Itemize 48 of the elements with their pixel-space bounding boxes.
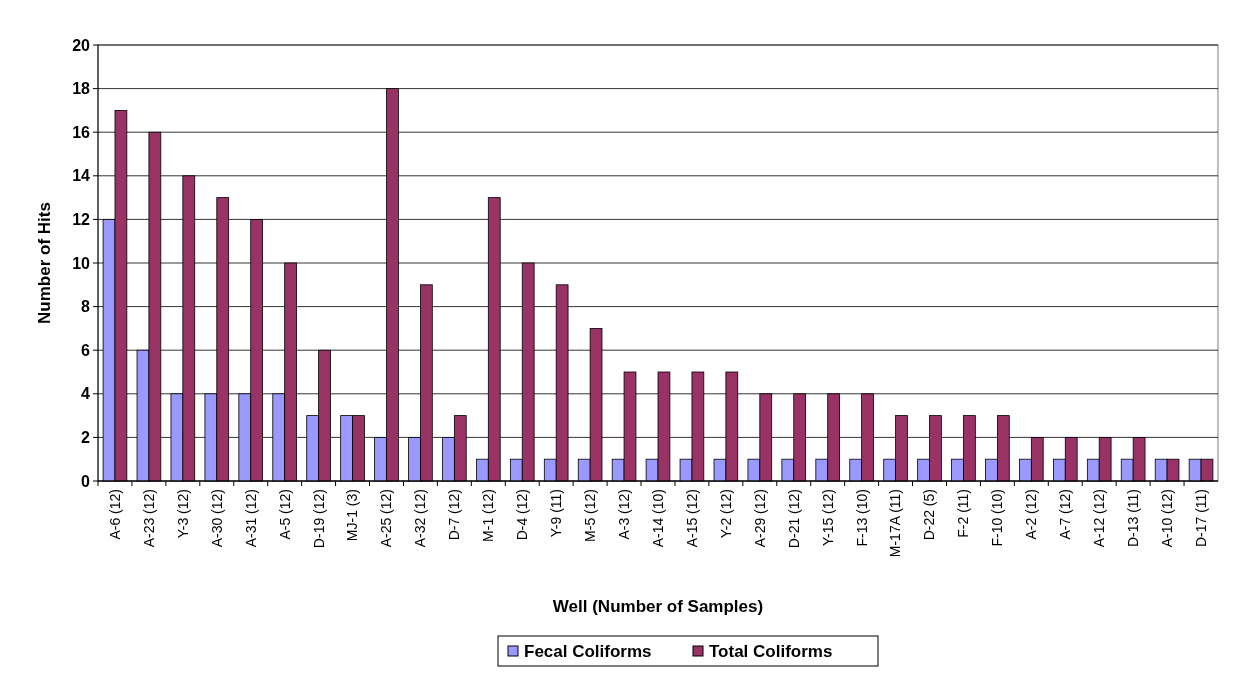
x-tick-label: A-2 (12) [1023, 489, 1040, 540]
y-tick-label: 16 [72, 123, 91, 141]
y-tick-label: 18 [72, 80, 91, 98]
x-tick-label: A-29 (12) [751, 489, 768, 548]
x-tick-label: A-25 (12) [378, 489, 395, 548]
y-tick-label: 4 [81, 385, 91, 403]
x-tick-label: M-17A (11) [887, 489, 904, 558]
y-tick-label: 14 [72, 167, 91, 185]
x-tick-label: A-23 (12) [140, 489, 157, 548]
x-tick-label: M-5 (12) [582, 489, 599, 542]
legend-label: Total Coliforms [709, 641, 833, 661]
y-tick-label: 8 [81, 298, 91, 316]
x-tick-label: A-6 (12) [106, 489, 123, 540]
x-tick-label: D-21 (12) [785, 489, 802, 549]
y-tick-label: 10 [72, 254, 91, 272]
x-tick-label: Y-15 (12) [819, 489, 836, 547]
x-tick-label: A-30 (12) [208, 489, 225, 548]
y-tick-label: 12 [72, 211, 91, 228]
x-tick-label: A-10 (12) [1158, 489, 1175, 548]
x-tick-label: F-10 (10) [989, 489, 1006, 547]
x-tick-label: F-13 (10) [853, 489, 870, 547]
x-tick-label: D-13 (11) [1125, 489, 1142, 548]
y-tick-label: 0 [81, 472, 91, 490]
x-tick-label: D-17 (11) [1192, 489, 1209, 548]
x-tick-label: Y-9 (11) [548, 489, 565, 538]
x-tick-label: A-15 (12) [683, 489, 700, 548]
x-tick-label: D-22 (5) [921, 489, 938, 541]
x-tick-label: A-14 (10) [649, 489, 666, 548]
x-tick-label: D-7 (12) [446, 489, 463, 541]
x-tick-label: D-19 (12) [310, 489, 327, 549]
y-tick-label: 6 [81, 341, 91, 359]
x-tick-label: A-5 (12) [276, 489, 293, 540]
x-tick-label: D-4 (12) [514, 489, 531, 541]
legend-label: Fecal Coliforms [524, 641, 652, 661]
x-tick-label: Y-3 (12) [174, 489, 191, 539]
x-tick-label: A-7 (12) [1057, 489, 1074, 540]
x-tick-label: MJ-1 (3) [344, 489, 361, 542]
x-tick-label: A-12 (12) [1091, 489, 1108, 548]
x-tick-label: F-2 (11) [955, 489, 972, 538]
x-tick-label: A-3 (12) [615, 489, 632, 540]
x-axis-title: Well (Number of Samples) [552, 597, 764, 616]
y-tick-label: 2 [81, 429, 91, 446]
x-tick-label: Y-2 (12) [717, 489, 734, 539]
x-tick-label: A-31 (12) [242, 489, 259, 548]
y-tick-label: 20 [72, 36, 91, 54]
x-tick-label: M-1 (12) [480, 489, 497, 542]
y-axis-title: Number of Hits [35, 202, 54, 324]
x-tick-label: A-32 (12) [412, 489, 429, 548]
